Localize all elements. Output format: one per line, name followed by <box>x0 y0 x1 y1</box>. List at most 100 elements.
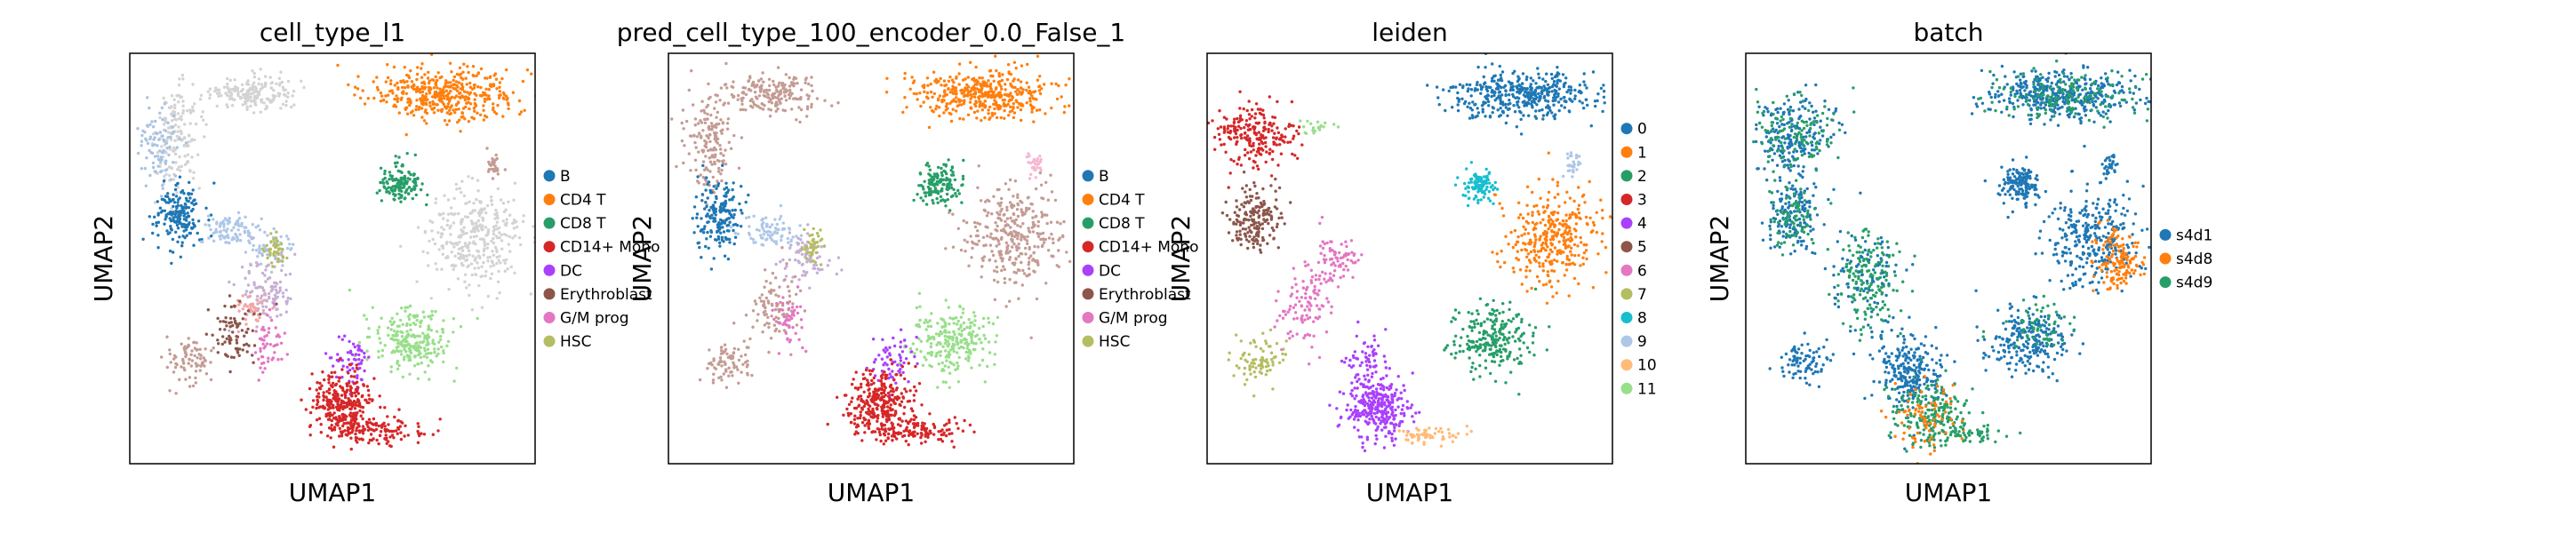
point <box>780 97 783 100</box>
point <box>1044 282 1048 285</box>
point <box>204 359 207 362</box>
point <box>1016 224 1020 227</box>
point <box>203 364 206 368</box>
point <box>434 201 437 204</box>
point <box>426 333 430 337</box>
point <box>161 184 164 187</box>
point <box>390 322 394 327</box>
point <box>1028 256 1031 260</box>
point <box>498 254 501 259</box>
point <box>430 314 435 317</box>
point <box>446 81 450 84</box>
point <box>178 378 181 381</box>
point <box>377 325 381 329</box>
point <box>936 183 940 187</box>
point <box>705 105 708 109</box>
point <box>966 93 970 98</box>
point <box>796 236 800 240</box>
point <box>408 103 412 107</box>
point <box>463 215 468 219</box>
point <box>987 79 990 83</box>
point <box>315 418 319 422</box>
point <box>725 122 730 125</box>
point <box>500 247 504 251</box>
point <box>766 233 770 237</box>
point <box>790 306 795 309</box>
point <box>917 337 921 341</box>
point <box>173 123 178 127</box>
point <box>158 111 162 115</box>
point <box>452 317 455 321</box>
point <box>1027 227 1030 230</box>
point <box>274 326 277 330</box>
point <box>176 240 180 243</box>
point <box>401 375 404 379</box>
point <box>1011 219 1014 223</box>
point <box>725 229 730 233</box>
point <box>416 377 420 380</box>
point <box>260 99 263 102</box>
point <box>452 379 456 383</box>
point <box>420 432 423 435</box>
point <box>840 268 844 272</box>
point <box>140 167 143 171</box>
point <box>492 225 496 228</box>
point <box>168 352 172 356</box>
point <box>396 324 400 328</box>
point <box>788 93 793 98</box>
point <box>1012 111 1017 115</box>
point <box>1004 88 1007 91</box>
point <box>709 122 714 125</box>
point <box>1042 241 1046 244</box>
point <box>467 120 471 123</box>
point <box>264 280 268 283</box>
cluster-14 <box>485 147 507 180</box>
point <box>763 104 766 107</box>
point <box>187 206 191 210</box>
point <box>191 177 196 180</box>
point <box>811 251 814 254</box>
point <box>1016 268 1020 272</box>
point <box>440 109 444 114</box>
point <box>939 189 943 193</box>
point <box>237 309 241 313</box>
point <box>188 108 192 112</box>
point <box>809 243 812 246</box>
point <box>812 227 815 231</box>
point <box>433 347 436 351</box>
point <box>408 372 412 376</box>
point <box>321 370 324 374</box>
point <box>994 221 997 225</box>
point <box>952 99 956 103</box>
point <box>956 380 961 384</box>
point <box>468 253 471 257</box>
point <box>966 113 971 116</box>
point <box>957 192 962 195</box>
point <box>404 191 407 195</box>
point <box>336 402 340 406</box>
point <box>380 348 385 353</box>
point <box>259 346 262 351</box>
point <box>402 186 405 189</box>
point <box>800 263 804 266</box>
point <box>764 306 767 310</box>
point <box>276 358 280 362</box>
point <box>724 181 728 185</box>
point <box>1016 106 1020 109</box>
point <box>361 438 364 442</box>
point <box>422 433 427 436</box>
point <box>354 353 358 356</box>
point <box>981 347 985 351</box>
point <box>702 168 707 171</box>
point <box>145 139 148 142</box>
point <box>760 219 764 222</box>
point <box>790 316 794 321</box>
point <box>168 231 172 235</box>
point <box>484 269 488 274</box>
point <box>206 214 211 218</box>
point <box>1024 252 1028 256</box>
point <box>412 114 416 117</box>
point <box>1007 187 1011 191</box>
point <box>452 75 457 79</box>
point <box>706 220 709 225</box>
